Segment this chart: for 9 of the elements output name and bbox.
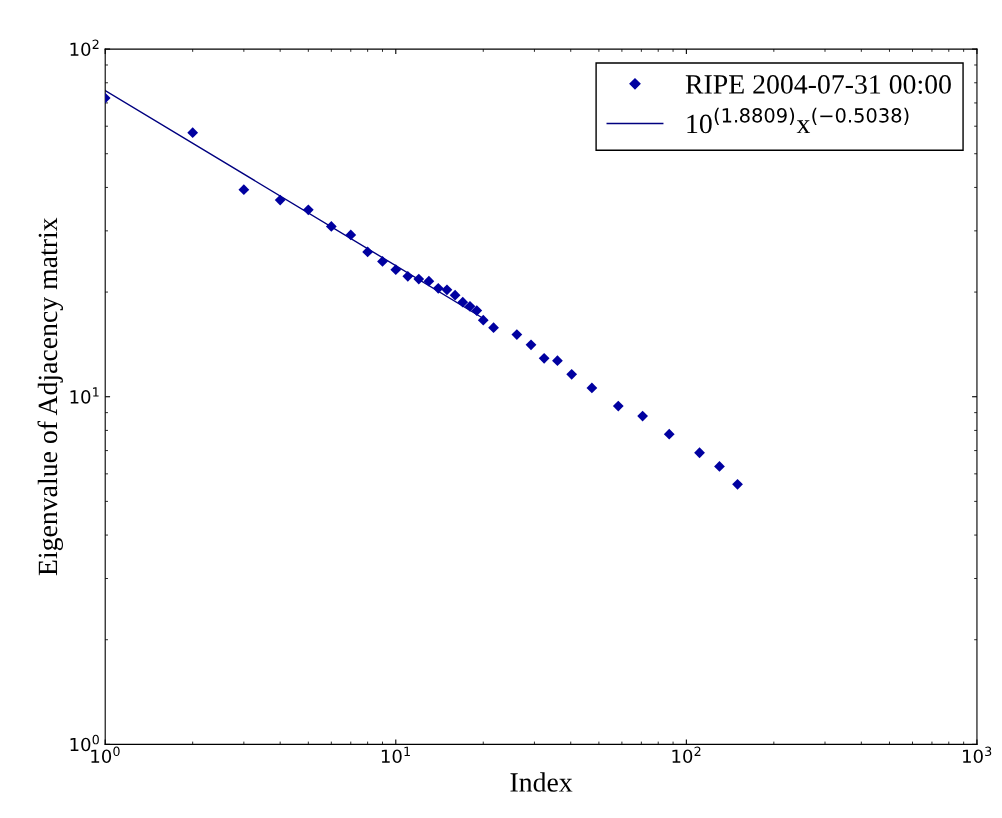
x-tick-label: 10$^{1}$ [381, 746, 410, 764]
x-axis-title: Index [510, 772, 573, 792]
x-tick-label: 10$^{2}$ [672, 746, 701, 764]
legend-label: RIPE 2004-07-31 00:00 [685, 75, 951, 94]
y-tick-label: 10$^{2}$ [70, 39, 99, 57]
x-tick-label: 10$^{3}$ [963, 746, 992, 764]
y-axis-title: Eigenvalue of Adjacency matrix [37, 217, 64, 576]
legend-label: 10$^{(1.8809)}$x$^{(−0.5038)}$ [687, 107, 909, 134]
y-tick-label: 10$^{1}$ [70, 387, 99, 404]
